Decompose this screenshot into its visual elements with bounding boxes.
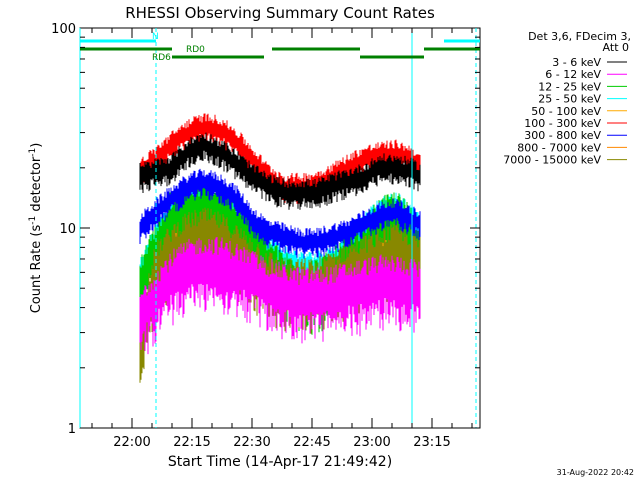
legend-label: 7000 - 15000 keV	[503, 154, 601, 167]
x-tick-label: 23:15	[413, 435, 450, 450]
flag-label: RD6	[152, 53, 171, 63]
y-axis-label: Count Rate (s-1 detector-1)	[28, 143, 44, 314]
flag-label: RD0	[186, 45, 205, 55]
footer-date: 31-Aug-2022 20:42	[557, 468, 634, 477]
legend-label: 100 - 300 keV	[524, 117, 601, 130]
series-trace	[139, 132, 421, 210]
x-tick-label: 23:00	[353, 435, 390, 450]
y-axis-label-middle: detector	[29, 156, 44, 216]
x-tick-label: 22:30	[233, 435, 270, 450]
flag-n: N	[80, 32, 480, 43]
legend-label: 50 - 100 keV	[531, 105, 601, 118]
x-tick-label: 22:00	[113, 435, 150, 450]
chart-title: RHESSI Observing Summary Count Rates	[125, 4, 435, 22]
y-axis-label-exponent-2: -1	[28, 148, 38, 157]
y-tick-label: 1	[68, 422, 76, 437]
plot-area: N RD0 RD6	[79, 28, 480, 428]
y-axis-label-exponent: -1	[28, 216, 38, 225]
series-3-6-kev	[139, 132, 421, 210]
x-tick-label: 22:45	[293, 435, 330, 450]
y-tick-label: 10	[59, 222, 76, 237]
legend-header: Att 0	[603, 41, 629, 54]
series-trace	[139, 237, 421, 355]
series-6-12-kev	[139, 237, 421, 355]
series-300-800-kev	[139, 168, 421, 259]
legend-label: 800 - 7000 keV	[517, 141, 601, 154]
axes: 1 10 100 22:00 22:15 22:30 22:45 23:00 23:15	[51, 22, 480, 450]
x-axis-label: Start Time (14-Apr-17 21:49:42)	[168, 454, 392, 470]
flag-label: N	[152, 32, 159, 42]
flag-rd0: RD0	[80, 45, 480, 55]
x-tick-label: 22:15	[173, 435, 210, 450]
flag-rd6: RD6	[152, 53, 424, 63]
y-axis-label-main: Count Rate (s	[29, 225, 44, 314]
legend-label: 6 - 12 keV	[545, 68, 601, 81]
legend-label: 25 - 50 keV	[538, 93, 601, 106]
y-tick-label: 100	[51, 22, 76, 37]
series-trace	[139, 168, 421, 259]
legend-label: 300 - 800 keV	[524, 129, 601, 142]
legend-label: 3 - 6 keV	[552, 56, 601, 69]
legend-header: Det 3,6, FDecim 3,	[528, 30, 631, 43]
legend-label: 12 - 25 keV	[538, 80, 601, 93]
y-axis-label-end: )	[29, 143, 44, 148]
